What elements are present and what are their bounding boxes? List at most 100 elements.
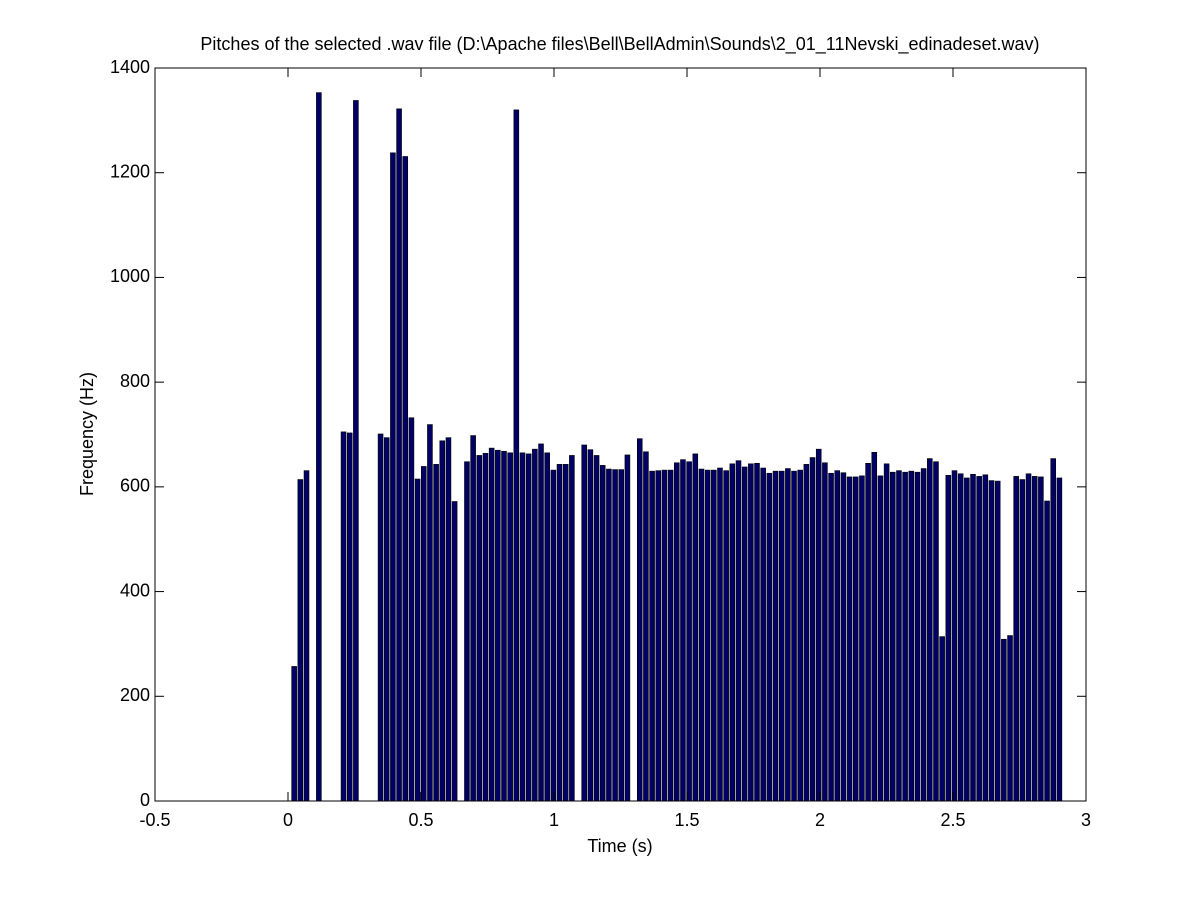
bar [562, 464, 569, 802]
bar [803, 464, 810, 802]
bar [451, 501, 458, 802]
y-tick-label: 400 [120, 580, 150, 600]
bar [766, 472, 773, 802]
bar [303, 470, 310, 802]
bar [353, 100, 359, 802]
bar [569, 455, 575, 802]
bar [624, 454, 631, 802]
bar [606, 468, 612, 802]
bar [593, 455, 600, 802]
bar [834, 470, 841, 802]
bar [655, 470, 662, 802]
bar [951, 470, 958, 802]
x-tick-label: 0.5 [408, 810, 433, 830]
bar [1056, 477, 1063, 802]
bar [501, 450, 507, 802]
bar [859, 475, 865, 802]
bar [957, 473, 964, 802]
bar [772, 470, 779, 802]
bar [964, 477, 970, 802]
bar [809, 457, 816, 802]
bar [1001, 638, 1007, 802]
x-tick-label: 0 [283, 810, 293, 830]
y-tick-label: 800 [120, 371, 150, 391]
plot-frame [154, 67, 1087, 802]
bar [852, 476, 859, 802]
bar [661, 469, 668, 802]
bar [840, 472, 847, 802]
bar [778, 470, 785, 802]
bar [340, 431, 347, 802]
bar [544, 452, 550, 802]
bar [1013, 476, 1019, 802]
bar [513, 109, 520, 802]
bar [291, 666, 297, 802]
bar [982, 474, 989, 802]
bar [822, 462, 828, 802]
bar [896, 470, 902, 802]
bar [414, 478, 421, 802]
bar [970, 473, 976, 802]
bar [482, 453, 489, 802]
bar [729, 463, 736, 802]
bar [976, 476, 982, 802]
bar [785, 468, 791, 802]
x-axis-label: Time (s) [587, 836, 652, 856]
bar [754, 462, 760, 802]
bar [427, 424, 433, 802]
bar [723, 470, 729, 802]
bar [445, 437, 452, 802]
y-tick-label: 0 [140, 790, 150, 810]
bar [636, 438, 643, 802]
bar [525, 453, 532, 802]
bar [815, 448, 822, 802]
bar [920, 468, 927, 802]
bar [994, 480, 1001, 802]
bar [1031, 476, 1038, 802]
x-tick-label: 1 [549, 810, 559, 830]
x-tick-label: 3 [1081, 810, 1091, 830]
bar [797, 469, 803, 802]
bar [711, 469, 717, 802]
y-tick-label: 1000 [110, 266, 150, 286]
bar [791, 470, 797, 802]
bar [495, 449, 501, 802]
bar [828, 472, 834, 802]
bar [519, 452, 526, 802]
bar [556, 464, 563, 802]
bar [908, 470, 915, 802]
bar [988, 480, 995, 802]
bar [704, 469, 711, 802]
bar [902, 471, 908, 802]
x-tick-label: 2.5 [940, 810, 965, 830]
bar [760, 467, 766, 802]
bar [470, 435, 476, 802]
bar [488, 447, 495, 802]
bar [599, 465, 606, 802]
bar [735, 460, 742, 802]
bar [507, 452, 513, 802]
bar [1050, 458, 1056, 802]
bar [686, 461, 692, 802]
bar [674, 462, 680, 802]
bar [581, 444, 587, 802]
bar [933, 461, 939, 802]
x-tick-label: 1.5 [674, 810, 699, 830]
y-tick-label: 200 [120, 685, 150, 705]
bar [433, 464, 439, 802]
x-tick-label: 2 [815, 810, 825, 830]
bar [538, 443, 544, 802]
bar [476, 455, 483, 802]
bar [877, 475, 884, 802]
bar [717, 467, 723, 802]
bar [396, 108, 402, 802]
bar [587, 449, 594, 802]
bar [1044, 500, 1050, 802]
bar [890, 471, 896, 802]
bar [383, 437, 390, 802]
bar [550, 469, 557, 802]
bar [1019, 479, 1026, 802]
bar [846, 476, 853, 802]
bar [643, 451, 649, 802]
